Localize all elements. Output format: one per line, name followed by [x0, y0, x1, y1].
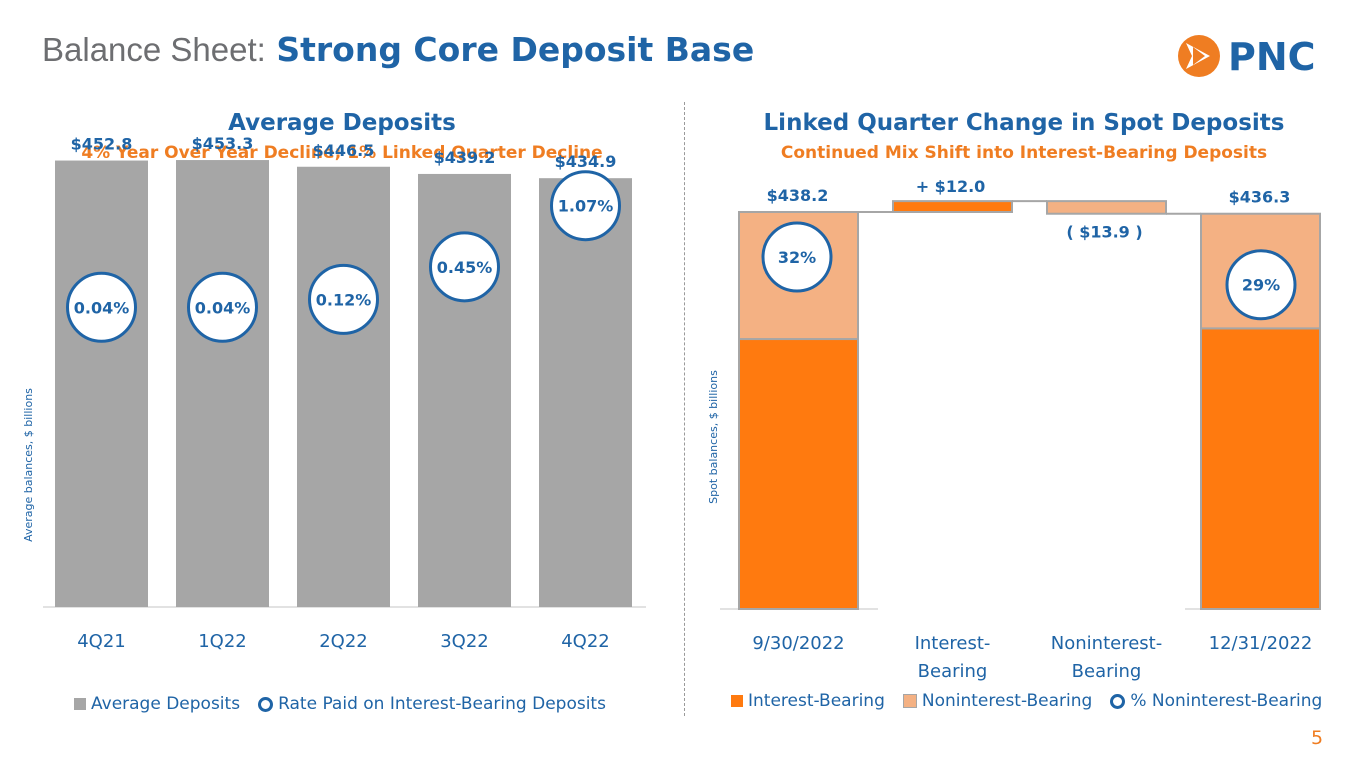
x-tick-label-line: Interest-: [915, 633, 991, 654]
rate-circle: [429, 231, 500, 303]
x-tick-label-line: 12/31/2022: [1209, 633, 1313, 654]
x-tick-label: Interest- Bearing: [915, 633, 991, 682]
ring-icon: [258, 696, 274, 712]
orange-square-icon: [731, 695, 743, 707]
gray-square-icon: [74, 698, 86, 710]
x-tick-label: 4Q21: [77, 631, 126, 652]
pct-circle: [1225, 249, 1297, 321]
x-tick-label: 9/30/2022: [752, 633, 844, 654]
bar-1Q22: [176, 160, 269, 607]
change-value-label: + $12.0: [916, 177, 986, 196]
y-axis-label: Average balances, $ billions: [22, 388, 35, 542]
bar-4Q22: [539, 178, 632, 607]
page-title: Balance Sheet: Strong Core Deposit Base: [42, 30, 754, 69]
left-subheading: 4% Year Over Year Decline; 1% Linked Qua…: [81, 143, 603, 163]
right-legend: Interest-Bearing Noninterest-Bearing % N…: [731, 691, 1334, 711]
bar-value-label: $452.8: [71, 135, 133, 154]
legend-rate-paid: Rate Paid on Interest-Bearing Deposits: [258, 694, 606, 714]
legend-label: Noninterest-Bearing: [921, 691, 1093, 711]
bar-value-label: $453.3: [192, 134, 254, 153]
total-value-label: $436.3: [1229, 188, 1291, 207]
rate-circle: [308, 263, 379, 335]
bar-interest-bearing: [1200, 327, 1321, 610]
logo-text: PNC: [1228, 35, 1316, 79]
rate-label: 0.04%: [74, 298, 130, 317]
change-value-label: ( $13.9 ): [1066, 223, 1142, 242]
left-heading: Average Deposits: [228, 110, 456, 136]
left-legend: Average Deposits Rate Paid on Interest-B…: [74, 694, 618, 714]
rate-label: 0.12%: [316, 290, 372, 309]
rate-circle: [187, 271, 258, 343]
bar-interest-bearing: [738, 338, 859, 610]
legend-interest-bearing: Interest-Bearing: [731, 691, 885, 711]
light-orange-square-icon: [902, 694, 917, 708]
x-tick-label: 4Q22: [561, 631, 610, 652]
x-tick-label-line: Noninterest-: [1051, 633, 1162, 654]
bar-value-label: $434.9: [555, 152, 617, 171]
x-tick-label: 3Q22: [440, 631, 489, 652]
legend-pct-noninterest: % Noninterest-Bearing: [1110, 691, 1322, 711]
right-heading: Linked Quarter Change in Spot Deposits: [763, 110, 1285, 136]
rate-circle: [66, 271, 137, 343]
legend-label: Interest-Bearing: [748, 691, 885, 711]
panel-divider: [684, 102, 685, 716]
x-tick-label: Noninterest- Bearing: [1051, 633, 1162, 682]
bar-2Q22: [297, 166, 390, 607]
title-main: Strong Core Deposit Base: [276, 30, 755, 69]
pct-label: 29%: [1242, 276, 1280, 295]
title-prefix: Balance Sheet:: [42, 31, 266, 68]
bar-value-label: $446.5: [313, 141, 375, 160]
legend-noninterest-bearing: Noninterest-Bearing: [902, 691, 1093, 711]
legend-average-deposits: Average Deposits: [74, 694, 240, 714]
rate-circle: [550, 170, 621, 242]
x-tick-label-line: 9/30/2022: [752, 633, 844, 654]
page-number: 5: [1311, 727, 1324, 749]
y-axis-label: Spot balances, $ billions: [707, 370, 720, 504]
change-bar: [892, 200, 1013, 213]
right-subheading: Continued Mix Shift into Interest-Bearin…: [780, 143, 1268, 163]
bar-4Q21: [55, 160, 148, 608]
x-tick-label: 2Q22: [319, 631, 368, 652]
legend-label: Average Deposits: [91, 694, 241, 714]
pct-circle: [761, 221, 833, 293]
change-bar: [1046, 200, 1167, 215]
pnc-logo: PNC: [1178, 35, 1316, 79]
rate-label: 1.07%: [558, 197, 614, 216]
bar-value-label: $439.2: [434, 148, 496, 167]
x-tick-label-line: Bearing: [1072, 661, 1142, 682]
ring-icon: [1110, 693, 1126, 709]
legend-label: % Noninterest-Bearing: [1130, 691, 1323, 711]
pct-label: 32%: [778, 248, 816, 267]
rate-label: 0.04%: [195, 298, 251, 317]
legend-label: Rate Paid on Interest-Bearing Deposits: [278, 694, 606, 714]
x-tick-label: 1Q22: [198, 631, 247, 652]
x-tick-label-line: Bearing: [918, 661, 988, 682]
total-value-label: $438.2: [767, 186, 829, 205]
rate-label: 0.45%: [437, 258, 493, 277]
x-tick-label: 12/31/2022: [1209, 633, 1313, 654]
